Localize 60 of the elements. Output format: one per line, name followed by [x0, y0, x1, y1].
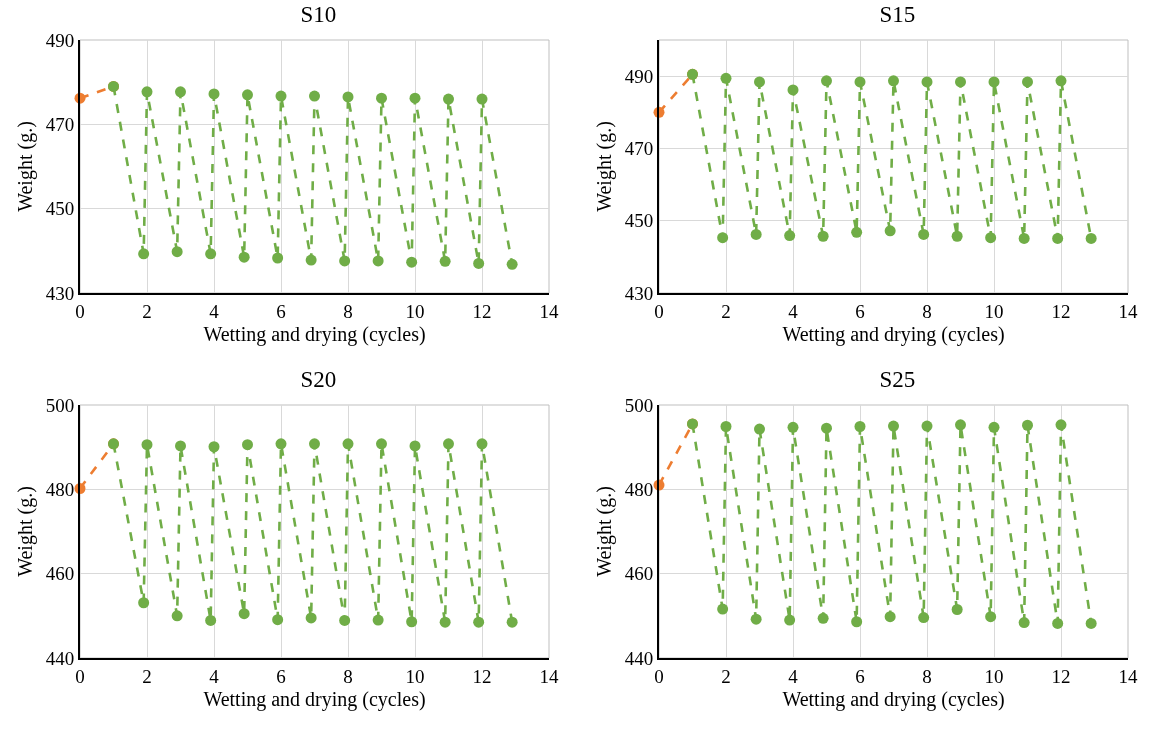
x-tick-label: 10 [405, 665, 425, 687]
chart-title: S25 [879, 366, 916, 392]
x-tick-label: 0 [75, 300, 85, 322]
x-tick-label: 14 [539, 300, 559, 322]
y-tick-label: 440 [624, 647, 654, 669]
x-tick-label: 4 [788, 300, 799, 322]
x-tick-label: 8 [343, 300, 353, 322]
y-axis-title: Weight (g.) [13, 486, 37, 577]
x-tick-label: 8 [922, 665, 932, 687]
x-tick-label: 14 [539, 665, 559, 687]
y-tick-label: 470 [624, 138, 654, 160]
x-axis-title: Wetting and drying (cycles) [782, 687, 1005, 711]
y-tick-label: 460 [624, 563, 654, 585]
x-tick-label: 8 [343, 665, 353, 687]
y-tick-label: 490 [45, 29, 75, 51]
y-axis-title: Weight (g.) [592, 121, 616, 212]
x-tick-label: 2 [721, 300, 731, 322]
x-tick-label: 14 [1118, 665, 1138, 687]
x-tick-label: 8 [922, 300, 932, 322]
chart-title: S20 [300, 366, 337, 392]
y-tick-label: 450 [624, 210, 654, 232]
x-tick-label: 10 [405, 300, 425, 322]
x-tick-label: 4 [209, 300, 220, 322]
x-axis-title: Wetting and drying (cycles) [203, 322, 426, 346]
x-tick-label: 14 [1118, 300, 1138, 322]
y-tick-label: 430 [45, 282, 75, 304]
x-tick-label: 10 [984, 665, 1004, 687]
y-tick-label: 440 [45, 647, 75, 669]
y-axis-title: Weight (g.) [13, 121, 37, 212]
x-tick-label: 0 [654, 665, 664, 687]
x-tick-label: 2 [142, 665, 152, 687]
y-tick-label: 500 [45, 394, 75, 416]
x-tick-label: 4 [788, 665, 799, 687]
x-tick-label: 12 [472, 300, 492, 322]
x-tick-label: 4 [209, 665, 220, 687]
chart-title: S15 [879, 1, 916, 27]
y-tick-label: 490 [624, 65, 654, 87]
x-axis-title: Wetting and drying (cycles) [203, 687, 426, 711]
x-tick-label: 6 [276, 665, 286, 687]
x-tick-label: 0 [654, 300, 664, 322]
y-tick-label: 470 [45, 113, 75, 135]
y-axis-title: Weight (g.) [592, 486, 616, 577]
x-tick-label: 6 [855, 300, 865, 322]
x-tick-label: 12 [1051, 665, 1071, 687]
x-tick-label: 2 [142, 300, 152, 322]
x-tick-label: 6 [276, 300, 286, 322]
y-tick-label: 500 [624, 394, 654, 416]
x-tick-label: 12 [1051, 300, 1071, 322]
x-tick-label: 2 [721, 665, 731, 687]
x-tick-label: 10 [984, 300, 1004, 322]
chart-title: S10 [300, 1, 337, 27]
y-tick-label: 430 [624, 282, 654, 304]
x-axis-title: Wetting and drying (cycles) [782, 322, 1005, 346]
y-tick-label: 480 [624, 478, 654, 500]
x-tick-label: 0 [75, 665, 85, 687]
y-tick-label: 460 [45, 563, 75, 585]
y-tick-label: 450 [45, 198, 75, 220]
x-tick-label: 6 [855, 665, 865, 687]
y-tick-label: 480 [45, 478, 75, 500]
x-tick-label: 12 [472, 665, 492, 687]
